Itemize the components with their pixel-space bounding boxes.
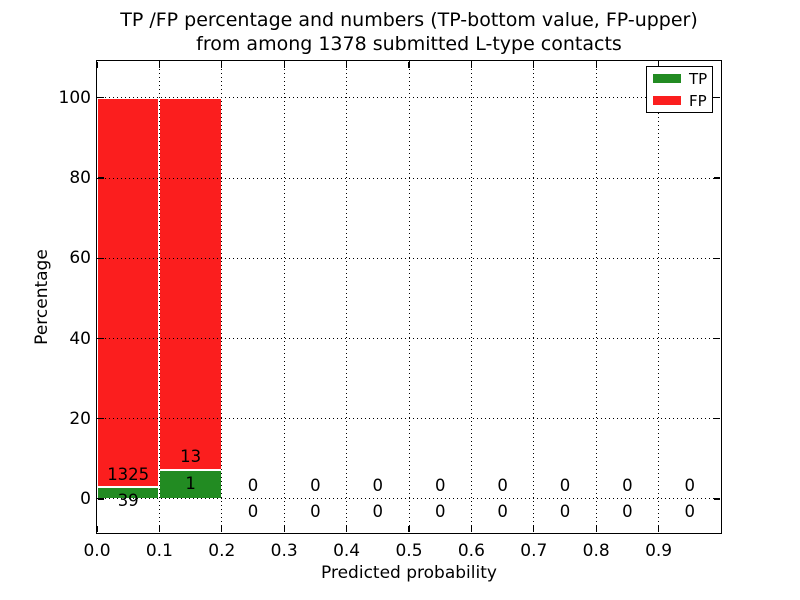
fp-count-label: 0 (372, 476, 384, 496)
x-tick-top (595, 62, 597, 68)
tp-count-label: 1 (185, 473, 196, 493)
x-tick-top (470, 62, 472, 68)
plot-area (96, 60, 722, 534)
y-tick-right (714, 418, 720, 420)
x-tick-label: 0.4 (333, 541, 361, 561)
x-tick-bottom (221, 526, 223, 532)
fp-count-label: 13 (180, 447, 202, 467)
chart-title-line2: from among 1378 submitted L-type contact… (196, 32, 622, 55)
tp-count-label: 0 (497, 502, 508, 522)
legend: TP FP (646, 66, 713, 113)
x-tick-bottom (658, 526, 660, 532)
y-tick-right (714, 257, 720, 259)
x-tick-label: 0.7 (520, 541, 548, 561)
y-tick-right (714, 97, 720, 99)
x-tick-top (158, 62, 160, 68)
tp-count-label: 0 (559, 502, 571, 522)
tp-count-label: 39 (117, 490, 139, 510)
y-tick-left (98, 257, 104, 259)
y-tick-right (714, 337, 720, 340)
x-tick-bottom (96, 526, 98, 532)
y-tick-label: 60 (69, 248, 91, 269)
x-tick-label: 0.5 (395, 541, 423, 561)
x-tick-top (533, 62, 535, 68)
x-tick-label: 0.1 (145, 541, 173, 561)
gridline-vertical (470, 61, 472, 533)
x-tick-top (283, 62, 285, 68)
gridline-vertical (408, 61, 410, 533)
tp-count-label: 0 (247, 502, 259, 522)
fp-count-label: 0 (684, 476, 696, 496)
tp-count-label: 0 (684, 502, 696, 522)
y-tick-left (98, 418, 104, 420)
x-tick-top (221, 62, 223, 68)
tp-count-label: 0 (622, 502, 633, 522)
fp-count-label: 0 (310, 476, 321, 496)
fp-count-label: 0 (247, 476, 259, 496)
tp-count-label: 0 (372, 502, 384, 522)
tp-count-label: 0 (434, 502, 446, 522)
bar-segment-fp (97, 97, 160, 488)
fp-count-label: 0 (559, 476, 571, 496)
x-tick-label: 0.8 (582, 541, 610, 561)
x-tick-label: 0.6 (457, 541, 485, 561)
gridline-vertical (658, 61, 660, 533)
y-tick-label: 100 (58, 87, 91, 108)
gridline-vertical (221, 61, 223, 533)
gridline-vertical (533, 61, 535, 533)
x-tick-bottom (408, 526, 410, 532)
y-axis-label: Percentage (32, 249, 52, 345)
y-tick-label: 20 (69, 408, 91, 429)
chart-title: TP /FP percentage and numbers (TP-bottom… (97, 9, 721, 56)
y-tick-left (98, 498, 104, 500)
x-tick-top (96, 62, 98, 68)
y-tick-left (98, 97, 104, 99)
bar-segment-tp (97, 487, 160, 499)
gridline-vertical (158, 61, 160, 533)
x-tick-bottom (533, 526, 535, 532)
x-tick-top (408, 62, 410, 68)
legend-fp-swatch (653, 96, 681, 105)
x-tick-bottom (283, 526, 285, 532)
x-tick-label: 0.3 (270, 541, 298, 561)
fp-count-label: 0 (497, 476, 508, 496)
bar-segment-fp (159, 97, 222, 471)
x-tick-bottom (346, 526, 348, 532)
fp-count-label: 0 (622, 476, 633, 496)
gridline-vertical (346, 61, 348, 533)
legend-tp-label: TP (689, 70, 708, 88)
tp-count-label: 0 (310, 502, 321, 522)
fp-count-label: 1325 (107, 464, 150, 484)
fp-count-label: 0 (434, 476, 446, 496)
x-tick-bottom (595, 526, 597, 532)
y-tick-left (98, 337, 104, 340)
x-tick-label: 0.9 (645, 541, 673, 561)
x-tick-label: 0.2 (208, 541, 236, 561)
x-tick-bottom (158, 526, 160, 532)
y-tick-label: 0 (80, 488, 91, 509)
y-tick-right (714, 498, 720, 500)
x-tick-bottom (470, 526, 472, 532)
gridline-vertical (595, 61, 597, 533)
y-tick-label: 80 (69, 168, 91, 189)
y-tick-label: 40 (69, 328, 91, 349)
x-axis-label: Predicted probability (321, 563, 497, 583)
y-tick-left (98, 177, 104, 179)
x-tick-top (658, 62, 660, 68)
bar-segment-tp (159, 470, 222, 499)
x-tick-label: 0.0 (83, 541, 111, 561)
chart-title-line1: TP /FP percentage and numbers (TP-bottom… (120, 9, 698, 31)
x-tick-top (346, 62, 348, 68)
gridline-vertical (283, 61, 285, 533)
y-tick-right (714, 177, 720, 179)
legend-fp-label: FP (689, 92, 707, 110)
legend-tp-swatch (653, 74, 681, 83)
